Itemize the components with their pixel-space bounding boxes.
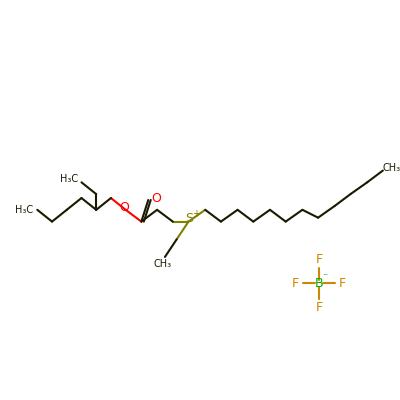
Text: F: F — [316, 253, 323, 266]
Text: CH₃: CH₃ — [154, 259, 172, 269]
Text: CH₃: CH₃ — [383, 163, 400, 173]
Text: O: O — [120, 201, 130, 214]
Text: F: F — [316, 300, 323, 314]
Text: B: B — [315, 277, 323, 290]
Text: H₃C: H₃C — [16, 205, 34, 215]
Text: O: O — [151, 192, 161, 204]
Text: +: + — [192, 209, 200, 219]
Text: ⁻: ⁻ — [322, 272, 328, 282]
Text: F: F — [292, 277, 299, 290]
Text: F: F — [339, 277, 346, 290]
Text: H₃C: H₃C — [60, 174, 78, 184]
Text: S: S — [186, 212, 194, 225]
